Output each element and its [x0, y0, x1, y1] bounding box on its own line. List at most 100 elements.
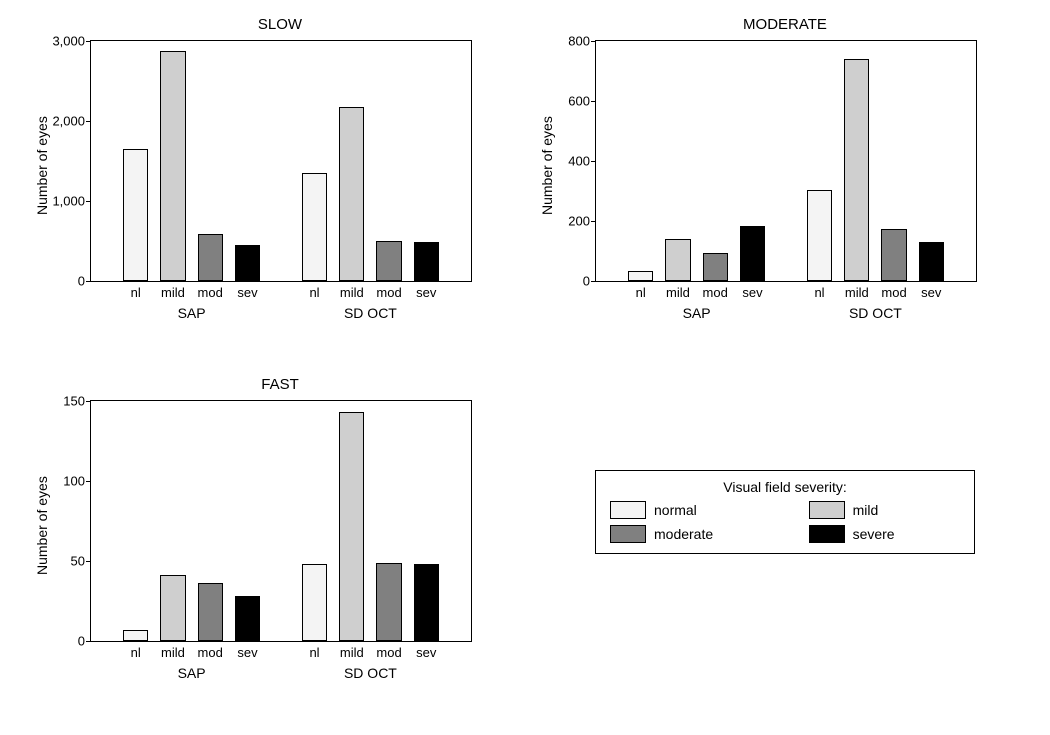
- group-label: SD OCT: [849, 305, 902, 321]
- bar: [414, 564, 439, 641]
- xtick-label: nl: [131, 645, 141, 660]
- group-label: SAP: [178, 305, 206, 321]
- ytick-label: 50: [71, 554, 85, 569]
- ytick-mark: [86, 401, 91, 402]
- ylabel-moderate: Number of eyes: [539, 116, 555, 215]
- legend-label: mild: [853, 502, 879, 518]
- legend-swatch: [610, 525, 646, 543]
- panel-title-fast: FAST: [90, 376, 470, 393]
- xtick-label: nl: [636, 285, 646, 300]
- ytick-mark: [86, 281, 91, 282]
- legend-grid: normal mild moderate severe: [610, 501, 960, 543]
- panel-fast: FAST 050100150nlmildmodsevSAPnlmildmodse…: [90, 400, 470, 640]
- ytick-label: 400: [568, 154, 590, 169]
- ytick-label: 0: [78, 634, 85, 649]
- legend-swatch: [809, 525, 845, 543]
- bar: [703, 253, 728, 282]
- ytick-label: 200: [568, 214, 590, 229]
- xtick-label: sev: [921, 285, 941, 300]
- bar: [881, 229, 906, 282]
- xtick-label: mod: [881, 285, 906, 300]
- group-label: SD OCT: [344, 665, 397, 681]
- group-label: SAP: [178, 665, 206, 681]
- ytick-label: 150: [63, 394, 85, 409]
- ytick-label: 800: [568, 34, 590, 49]
- ylabel-slow: Number of eyes: [34, 116, 50, 215]
- xtick-label: nl: [814, 285, 824, 300]
- ylabel-fast: Number of eyes: [34, 476, 50, 575]
- xtick-label: sev: [237, 645, 257, 660]
- legend-swatch: [809, 501, 845, 519]
- legend: Visual field severity: normal mild moderat…: [595, 470, 975, 554]
- ytick-mark: [86, 561, 91, 562]
- panel-moderate: MODERATE 0200400600800nlmildmodsevSAPnlm…: [595, 40, 975, 280]
- bar: [198, 583, 223, 641]
- xtick-label: nl: [131, 285, 141, 300]
- legend-item: mild: [809, 501, 960, 519]
- bar: [844, 59, 869, 281]
- ytick-mark: [591, 41, 596, 42]
- xtick-label: nl: [309, 645, 319, 660]
- bar: [414, 242, 439, 281]
- ytick-label: 100: [63, 474, 85, 489]
- legend-item: moderate: [610, 525, 779, 543]
- bar: [235, 596, 260, 641]
- bar: [376, 241, 401, 281]
- legend-item: severe: [809, 525, 960, 543]
- ytick-label: 600: [568, 94, 590, 109]
- legend-swatch: [610, 501, 646, 519]
- ytick-mark: [591, 281, 596, 282]
- legend-item: normal: [610, 501, 779, 519]
- xtick-label: nl: [309, 285, 319, 300]
- xtick-label: mod: [198, 285, 223, 300]
- ytick-mark: [86, 641, 91, 642]
- xtick-label: mild: [161, 645, 185, 660]
- bar: [628, 271, 653, 282]
- ytick-label: 0: [78, 274, 85, 289]
- legend-label: severe: [853, 526, 895, 542]
- bar: [807, 190, 832, 282]
- plot-area-slow: 01,0002,0003,000nlmildmodsevSAPnlmildmod…: [90, 40, 472, 282]
- bar: [665, 239, 690, 281]
- ytick-mark: [86, 481, 91, 482]
- ytick-mark: [86, 201, 91, 202]
- bar: [919, 242, 944, 281]
- ytick-label: 3,000: [52, 34, 85, 49]
- bar: [123, 149, 148, 281]
- xtick-label: mild: [666, 285, 690, 300]
- group-label: SAP: [683, 305, 711, 321]
- xtick-label: sev: [742, 285, 762, 300]
- ytick-mark: [591, 101, 596, 102]
- legend-label: normal: [654, 502, 697, 518]
- legend-title: Visual field severity:: [610, 479, 960, 495]
- xtick-label: sev: [416, 285, 436, 300]
- bar: [376, 563, 401, 641]
- panel-slow: SLOW 01,0002,0003,000nlmildmodsevSAPnlmi…: [90, 40, 470, 280]
- xtick-label: mild: [845, 285, 869, 300]
- bar: [302, 173, 327, 281]
- ytick-mark: [591, 161, 596, 162]
- ytick-label: 0: [583, 274, 590, 289]
- xtick-label: mod: [703, 285, 728, 300]
- xtick-label: mod: [376, 645, 401, 660]
- bar: [339, 107, 364, 281]
- panel-title-slow: SLOW: [90, 16, 470, 33]
- legend-label: moderate: [654, 526, 713, 542]
- ytick-mark: [591, 221, 596, 222]
- xtick-label: mod: [376, 285, 401, 300]
- bar: [160, 575, 185, 641]
- bar: [123, 630, 148, 641]
- ytick-mark: [86, 121, 91, 122]
- ytick-label: 2,000: [52, 114, 85, 129]
- ytick-label: 1,000: [52, 194, 85, 209]
- xtick-label: mild: [340, 645, 364, 660]
- group-label: SD OCT: [344, 305, 397, 321]
- bar: [198, 234, 223, 281]
- bar: [235, 245, 260, 281]
- ytick-mark: [86, 41, 91, 42]
- bar: [339, 412, 364, 641]
- bar: [740, 226, 765, 282]
- xtick-label: mild: [161, 285, 185, 300]
- bar: [302, 564, 327, 641]
- bar: [160, 51, 185, 281]
